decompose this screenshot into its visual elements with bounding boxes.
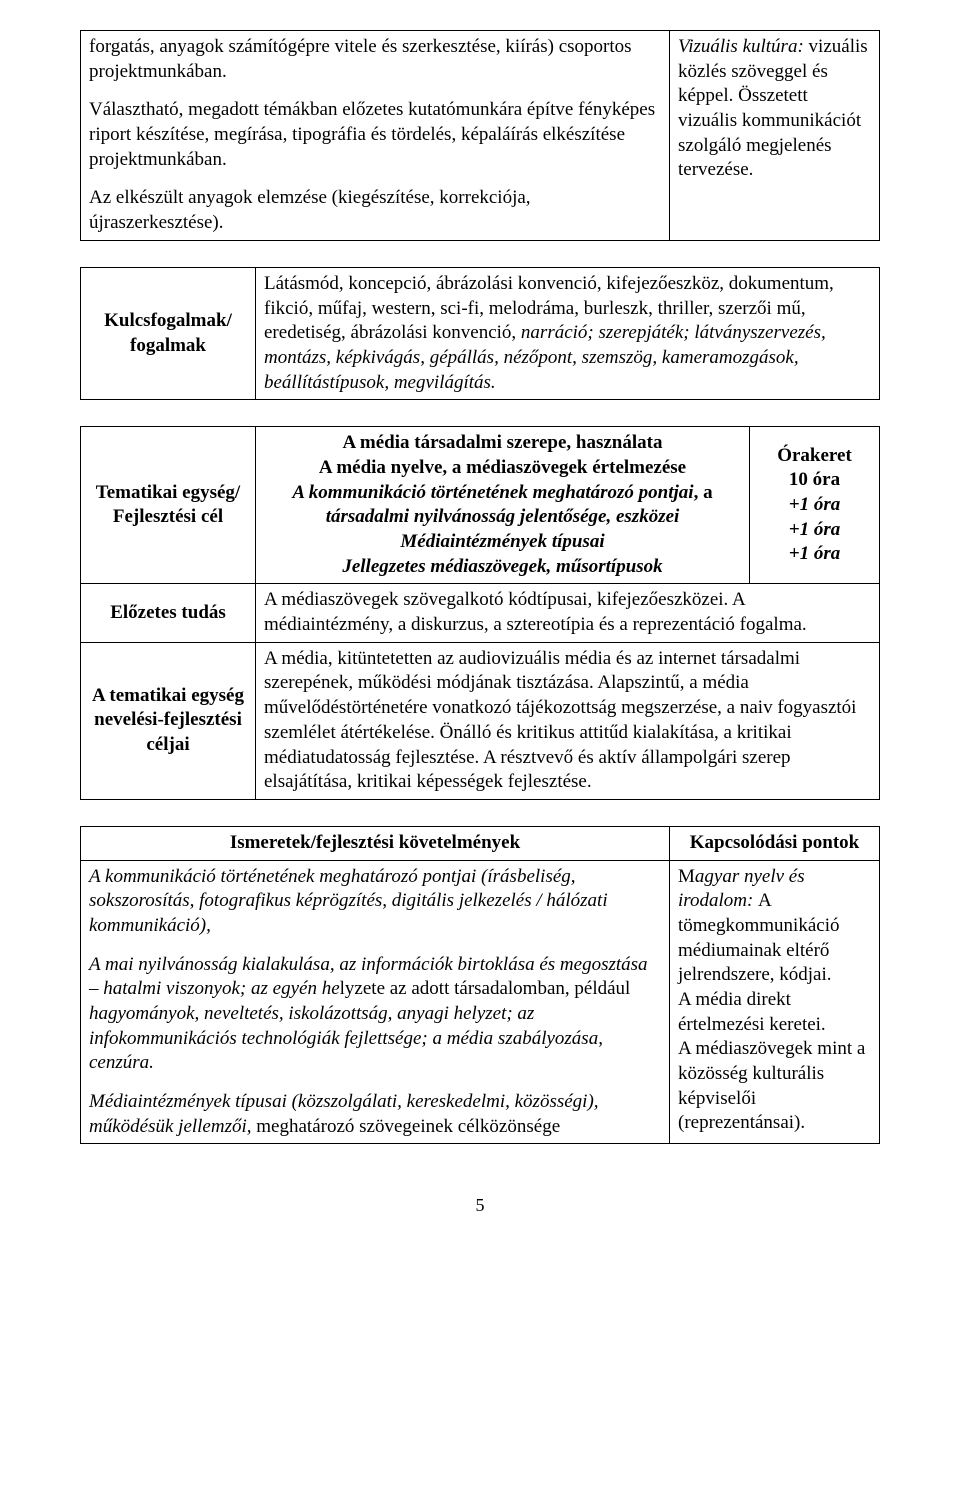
thematic-mid-l1: A média társadalmi szerepe, használata (264, 431, 741, 456)
req-r1a: M (678, 866, 695, 887)
cell-intro-right: Vizuális kultúra: vizuális közlés szöveg… (670, 31, 880, 241)
hours-h2: 10 óra (758, 468, 871, 493)
req-r2: A média direkt értelmezési keretei. (678, 989, 826, 1035)
thematic-content-2: A médiaszövegek szövegalkotó kódtípusai,… (256, 584, 880, 642)
hours-h3: +1 óra (758, 493, 871, 518)
key-concepts-label: Kulcsfogalmak/ fogalmak (81, 267, 256, 399)
thematic-label-2: Előzetes tudás (81, 584, 256, 642)
page-number: 5 (80, 1194, 880, 1217)
table-requirements: Ismeretek/fejlesztési követelmények Kapc… (80, 826, 880, 1145)
intro-right-rest: vizuális közlés szöveggel és képpel. Öss… (678, 36, 868, 180)
cell-intro-left: forgatás, anyagok számítógépre vitele és… (81, 31, 670, 241)
req-right: Magyar nyelv és irodalom: A tömegkommuni… (670, 860, 880, 1144)
thematic-mid-l3b: , a (694, 482, 713, 503)
table-intro: forgatás, anyagok számítógépre vitele és… (80, 30, 880, 241)
req-p2: A mai nyilvánosság kialakulása, az infor… (89, 953, 661, 1076)
table-key-concepts: Kulcsfogalmak/ fogalmak Látásmód, koncep… (80, 267, 880, 400)
req-r3: A médiaszövegek mint a közösség kulturál… (678, 1038, 865, 1133)
thematic-mid-l3c: társadalmi nyilvánosság jelentősége, esz… (326, 506, 680, 527)
req-p2c: hagyományok, neveltetés, iskolázottság, … (89, 1003, 603, 1073)
table-thematic: Tematikai egység/ Fejlesztési cél A médi… (80, 426, 880, 800)
hours-h5: +1 óra (758, 542, 871, 567)
thematic-label-1: Tematikai egység/ Fejlesztési cél (81, 427, 256, 584)
req-p1a: A kommunikáció történetének meghatározó … (89, 866, 608, 936)
req-head-right: Kapcsolódási pontok (670, 826, 880, 860)
intro-p3: Az elkészült anyagok elemzése (kiegészít… (89, 186, 661, 235)
thematic-hours: Órakeret 10 óra +1 óra +1 óra +1 óra (750, 427, 880, 584)
intro-right-italic: Vizuális kultúra: (678, 36, 804, 57)
intro-p2: Választható, megadott témákban előzetes … (89, 98, 661, 172)
req-p3b: meghatározó szövegeinek célközönsége (252, 1116, 561, 1137)
intro-p1: forgatás, anyagok számítógépre vitele és… (89, 35, 661, 84)
req-head-left: Ismeretek/fejlesztési követelmények (81, 826, 670, 860)
key-concepts-content: Látásmód, koncepció, ábrázolási konvenci… (256, 267, 880, 399)
thematic-label-3: A tematikai egység nevelési-fejlesztési … (81, 642, 256, 799)
req-p1: A kommunikáció történetének meghatározó … (89, 865, 661, 939)
thematic-mid-l4: Médiaintézmények típusai (264, 530, 741, 555)
hours-h1: Órakeret (758, 444, 871, 469)
req-r1b: agyar nyelv és irodalom: (678, 866, 805, 912)
thematic-mid: A média társadalmi szerepe, használata A… (256, 427, 750, 584)
thematic-mid-l2: A média nyelve, a médiaszövegek értelmez… (264, 456, 741, 481)
thematic-mid-l3: A kommunikáció történetének meghatározó … (264, 481, 741, 530)
req-p2b: lyzete az adott társadalomban, például (340, 978, 631, 999)
req-left: A kommunikáció történetének meghatározó … (81, 860, 670, 1144)
hours-h4: +1 óra (758, 518, 871, 543)
thematic-content-3: A média, kitüntetetten az audiovizuális … (256, 642, 880, 799)
thematic-mid-l5: Jellegzetes médiaszövegek, műsortípusok (264, 555, 741, 580)
thematic-mid-l3a: A kommunikáció történetének meghatározó … (292, 482, 693, 503)
req-p3: Médiaintézmények típusai (közszolgálati,… (89, 1090, 661, 1139)
